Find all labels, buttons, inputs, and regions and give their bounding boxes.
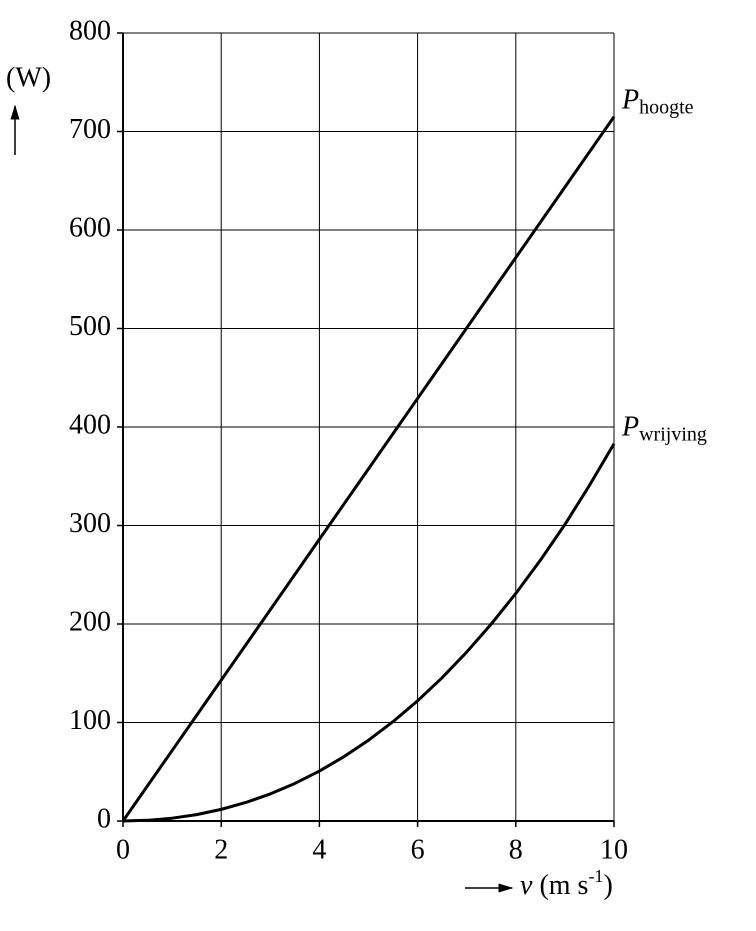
- series-label: Pwrijving: [621, 412, 707, 445]
- x-unit-exp: -1: [588, 866, 603, 886]
- y-tick-label: 500: [69, 311, 111, 342]
- x-tick-label: 2: [214, 834, 228, 865]
- y-tick-label: 700: [69, 114, 111, 145]
- y-tick-label: 100: [69, 705, 111, 736]
- x-tick-label: 0: [116, 834, 130, 865]
- series-subscript: wrijving: [639, 423, 707, 445]
- y-tick-label: 400: [69, 409, 111, 440]
- x-unit-close: ): [603, 870, 612, 901]
- x-axis-label: v (m s-1): [520, 866, 613, 901]
- y-tick-label: 300: [69, 508, 111, 539]
- series-name: P: [621, 85, 639, 116]
- x-tick-label: 6: [411, 834, 425, 865]
- series-name: P: [621, 412, 639, 443]
- x-tick-label: 4: [312, 834, 326, 865]
- x-tick-label: 8: [509, 834, 523, 865]
- y-tick-label: 200: [69, 606, 111, 637]
- series-subscript: hoogte: [639, 96, 694, 118]
- y-axis-label: (W): [6, 62, 51, 93]
- series-label: Phoogte: [621, 85, 694, 118]
- x-tick-label: 10: [600, 834, 628, 865]
- y-tick-label: 0: [97, 803, 111, 834]
- x-var: v: [520, 870, 533, 901]
- x-unit: (m s: [539, 870, 588, 901]
- y-tick-label: 600: [69, 212, 111, 243]
- y-tick-label: 800: [69, 15, 111, 46]
- data-line: [122, 442, 616, 823]
- data-line: [121, 115, 616, 822]
